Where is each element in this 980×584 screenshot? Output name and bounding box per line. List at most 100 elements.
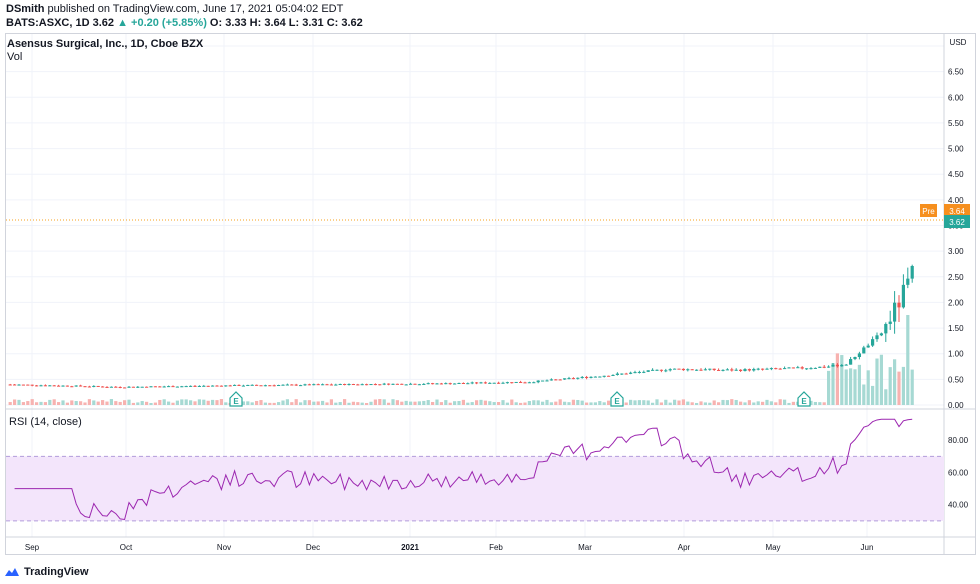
volume-bar [747,400,751,405]
volume-bar [65,402,69,405]
candle-body [35,385,39,387]
volume-bar [197,399,201,405]
earnings-marker: E [229,391,243,407]
volume-bar [255,400,259,405]
time-tick-label: 2021 [401,543,419,552]
candle-body [813,367,817,369]
candle-body [818,366,822,368]
earnings-shape [610,391,624,407]
candle-body [123,387,127,389]
candle-body [800,367,804,369]
candle-body [747,369,751,371]
volume-bar [563,401,567,405]
candle-body [52,385,56,387]
grid-lines [6,34,944,537]
time-tick-label: Nov [217,543,231,552]
volume-bar [400,401,404,405]
volume-bar [862,384,866,405]
volume-bar [668,402,672,405]
volume-bar [312,401,316,405]
candle-body [167,386,171,388]
candle-body [611,374,615,376]
volume-bar [752,402,756,405]
candle-body [180,386,184,388]
candle-body [686,369,690,371]
candle-body [395,383,399,385]
volume-bar [602,402,606,405]
volume-bar [712,400,716,405]
candle-body [294,384,298,386]
candle-body [866,345,870,348]
brand-name: TradingView [24,566,89,578]
candle-body [127,386,131,388]
volume-bar [642,400,646,405]
candle-body [193,385,197,387]
volume-bar [387,402,391,405]
candle-body [263,385,267,387]
candle-body [466,383,470,385]
candle-body [17,384,21,386]
volume-bar [299,402,303,405]
candle-body [325,384,329,386]
earnings-letter: E [801,397,807,406]
candle-body [871,339,875,346]
candle-body [655,369,659,371]
candle-body [365,384,369,386]
candle-body [910,265,914,279]
candle-body [448,383,452,385]
candle-body [316,384,320,386]
candle-body [554,379,558,381]
volume-bar [17,399,21,405]
candle-body [840,364,844,367]
candle-body [79,385,83,387]
volume-bar [30,399,34,405]
volume-bar [272,402,276,405]
candle-body [61,385,65,387]
volume-bar [840,355,844,405]
chart-frame [5,33,976,555]
volume-bar [378,399,382,405]
volume-bar [417,401,421,405]
volume-bar [783,399,787,405]
volume-bar [734,399,738,405]
published-line: DSmith published on TradingView.com, Jun… [6,3,343,15]
candle-body [158,386,162,388]
time-tick-label: Mar [578,543,592,552]
volume-bar [303,400,307,405]
volume-bar [470,402,474,405]
candle-body [470,382,474,384]
rsi-tick-label: 40.00 [948,501,969,510]
volume-bar [87,399,91,405]
candle-body [563,378,567,380]
price-tick-label: 2.50 [948,273,964,282]
volume-bar [241,401,245,405]
volume-bar [48,399,52,405]
candle-body [87,386,91,388]
time-tick-label: May [765,543,780,552]
currency-label: USD [950,38,967,47]
candle-body [725,369,729,371]
candle-body [387,383,391,385]
volume-bar [554,401,558,405]
volume-bar [277,402,281,405]
price-tick-label: 2.00 [948,298,964,307]
candle-body [607,375,611,377]
pre-price: 3.64 [949,207,965,216]
candle-body [338,384,342,386]
volume-bar [703,402,707,405]
volume-bar [651,402,655,405]
time-axis: Sep Oct Nov Dec 2021 Feb Mar Apr May Jun [25,543,874,552]
candle-body [74,385,78,387]
volume-bar [523,402,527,405]
candle-body [417,384,421,386]
candle-body [400,383,404,385]
volume-bar [910,369,914,405]
candle-body [382,383,386,385]
volume-bar [778,399,782,405]
volume-bar [351,401,355,405]
candle-body [567,378,571,380]
volume-bar [717,402,721,405]
volume-bar [501,400,505,405]
volume-bar [835,353,839,405]
volume-bar [175,400,179,405]
